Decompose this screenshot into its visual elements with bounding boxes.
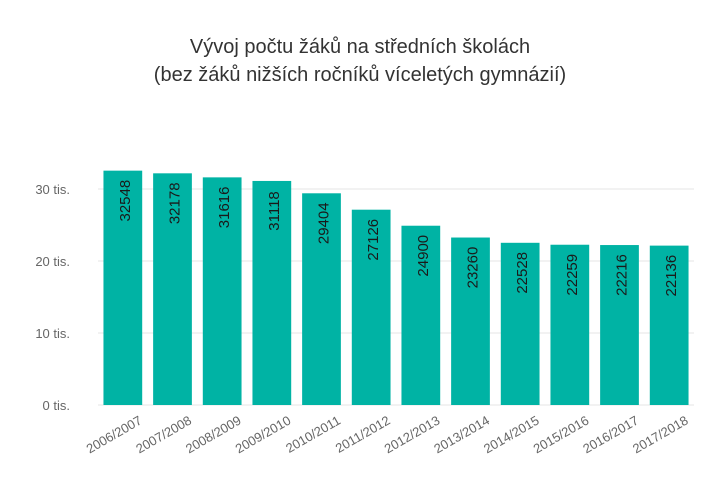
x-tick-label: 2012/2013 — [382, 413, 443, 457]
data-label: 32178 — [167, 182, 184, 224]
x-tick-label: 2017/2018 — [630, 413, 691, 457]
chart-title: Vývoj počtu žáků na středních školách — [189, 36, 531, 58]
bar — [351, 209, 391, 405]
bar — [550, 244, 590, 405]
x-tick-label: 2009/2010 — [233, 413, 294, 457]
x-tick-label: 2010/2011 — [283, 413, 343, 456]
x-tick-label: 2013/2014 — [431, 413, 492, 457]
data-label: 32548 — [117, 180, 134, 222]
data-label: 31118 — [266, 191, 283, 231]
data-label: 22136 — [663, 255, 680, 297]
data-label: 22216 — [614, 254, 631, 296]
x-tick-label: 2015/2016 — [531, 413, 592, 457]
bar — [649, 245, 689, 405]
data-label: 23260 — [465, 247, 482, 289]
x-tick-label: 2011/2012 — [333, 413, 393, 456]
data-label: 29404 — [316, 202, 333, 244]
bar — [500, 242, 540, 405]
x-tick-label: 2016/2017 — [580, 413, 641, 457]
data-label: 31616 — [216, 187, 233, 229]
x-tick-label: 2008/2009 — [183, 413, 244, 457]
bar — [153, 173, 192, 405]
bar — [103, 170, 143, 405]
y-tick-label: 0 tis. — [43, 398, 70, 413]
x-tick-label: 2006/2007 — [84, 413, 145, 457]
bar — [202, 177, 242, 405]
data-label: 22528 — [514, 252, 531, 294]
y-tick-label: 20 tis. — [35, 254, 70, 269]
data-label: 22259 — [564, 254, 581, 296]
chart-subtitle: (bez žáků nižších ročníků víceletých gym… — [153, 64, 567, 86]
data-label: 24900 — [415, 235, 432, 277]
bar — [600, 245, 639, 405]
bar — [302, 193, 341, 405]
x-tick-label: 2014/2015 — [481, 413, 542, 457]
bar — [401, 225, 441, 405]
bar — [252, 180, 292, 405]
x-tick-label: 2007/2008 — [133, 413, 194, 457]
y-tick-label: 10 tis. — [35, 326, 70, 341]
data-label: 27126 — [365, 219, 382, 261]
y-tick-label: 30 tis. — [35, 182, 70, 197]
bar — [451, 237, 490, 405]
